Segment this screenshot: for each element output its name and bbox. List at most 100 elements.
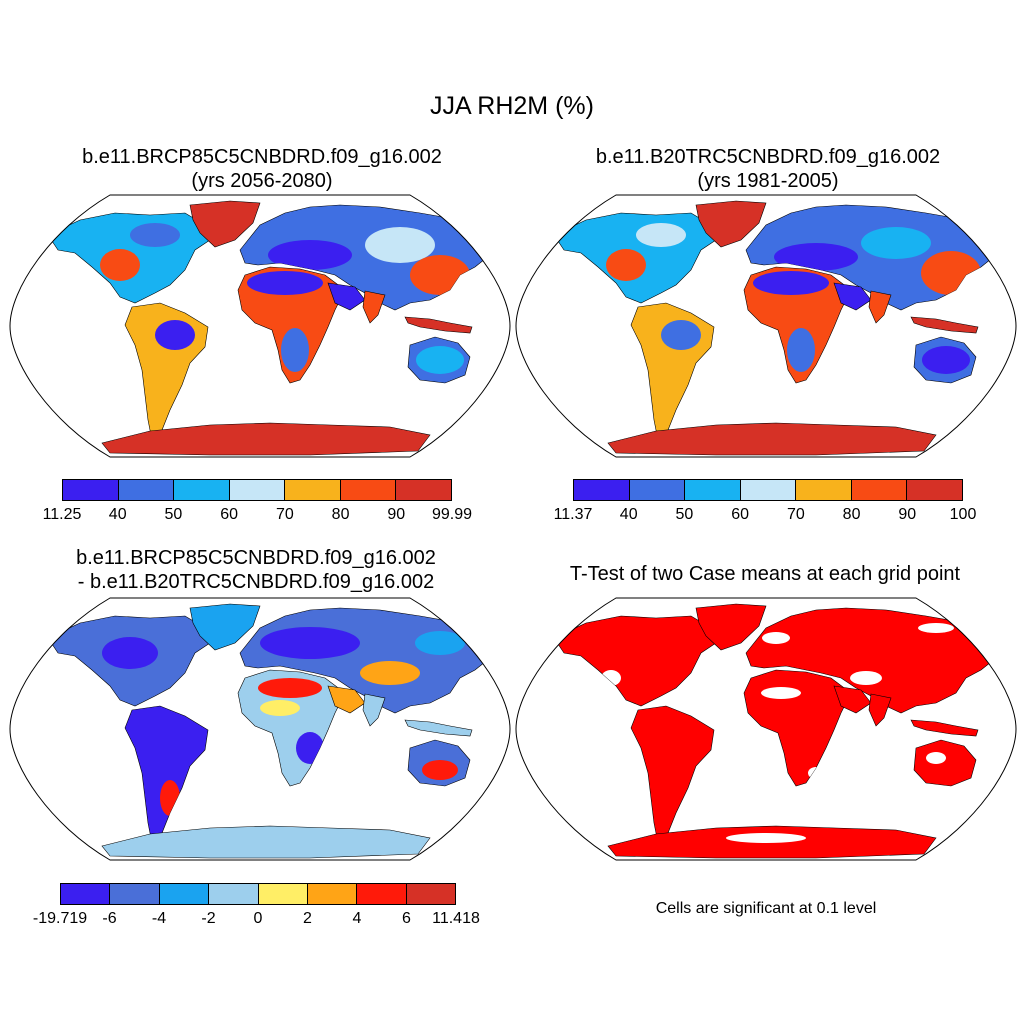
landmass-arabia [327, 282, 366, 311]
non-significant-region [918, 623, 954, 633]
panel-2-case-name: b.e11.B20TRC5CNBDRD.f09_g16.002 [595, 146, 941, 168]
colorbar-swatch [340, 480, 397, 500]
colorbar-swatch [796, 480, 852, 500]
non-significant-region [926, 752, 946, 764]
field-region [360, 661, 420, 685]
panel-3-case-a: b.e11.BRCP85C5CNBDRD.f09_g16.002 [76, 547, 436, 569]
field-region [787, 328, 815, 372]
field-region [102, 637, 158, 669]
colorbar-swatch [258, 884, 308, 904]
landmass-southAmerica [124, 705, 209, 844]
colorbar-tick-label: 70 [786, 506, 805, 523]
landmass-greenland [695, 603, 767, 651]
map-panel-4 [515, 597, 1017, 861]
colorbar-panel-1 [62, 479, 452, 501]
non-significant-region [761, 687, 801, 699]
landmass-greenland [189, 200, 261, 248]
landmass-antarctica [607, 422, 937, 456]
panel-2-years: (yrs 1981-2005) [697, 170, 839, 192]
landmass-southAmerica [630, 705, 715, 844]
non-significant-region [850, 671, 882, 685]
colorbar-swatch [110, 884, 160, 904]
colorbar-swatch [307, 884, 358, 904]
colorbar-swatch [685, 480, 741, 500]
colorbar-tick-label: 90 [898, 506, 917, 523]
landmass-antarctica [101, 422, 431, 456]
field-region [260, 700, 300, 716]
colorbar-tick-label: 100 [949, 506, 977, 523]
colorbar-tick-label: -2 [201, 910, 216, 927]
landmass-africa [743, 266, 852, 384]
colorbar-swatch [851, 480, 908, 500]
colorbar-tick-label: 99.99 [431, 506, 473, 523]
landmass-arabia [833, 685, 872, 714]
colorbar-panel-1-labels: 11.25 40 50 60 70 80 90 99.99 [43, 506, 472, 526]
colorbar-swatch [740, 480, 797, 500]
landmass-eurasia [745, 607, 997, 714]
colorbar-tick-label: -6 [102, 910, 117, 927]
panel-3-title: b.e11.BRCP85C5CNBDRD.f09_g16.002 - b.e11… [6, 546, 506, 594]
colorbar-swatch [285, 480, 341, 500]
landmass-indonesia [910, 316, 979, 334]
colorbar-swatch [907, 480, 963, 500]
colorbar-tick-label: 0 [253, 910, 263, 927]
colorbar-panel-2-labels: 11.37 40 50 60 70 80 90 100 [554, 506, 977, 526]
panel-2-title: b.e11.B20TRC5CNBDRD.f09_g16.002 (yrs 198… [518, 145, 1018, 193]
map-outline [9, 194, 511, 458]
landmass-africa [237, 669, 346, 787]
field-region [774, 243, 858, 271]
colorbar-tick-label: 60 [731, 506, 750, 523]
field-region [258, 678, 322, 698]
non-significant-region [726, 833, 806, 843]
colorbar-tick-label: 70 [275, 506, 294, 523]
colorbar-swatch [357, 884, 407, 904]
colorbar-swatch [61, 884, 111, 904]
map-panel-3 [9, 597, 511, 861]
colorbar-swatch [574, 480, 630, 500]
landmass-antarctica [101, 825, 431, 859]
colorbar-tick-label: 50 [675, 506, 694, 523]
colorbar-swatch [118, 480, 175, 500]
colorbar-swatch [209, 884, 259, 904]
significance-note: Cells are significant at 0.1 level [655, 900, 877, 917]
colorbar-tick-label: 90 [387, 506, 406, 523]
field-region [155, 320, 195, 350]
field-region [416, 346, 464, 374]
field-region [410, 255, 470, 295]
colorbar-tick-label: -4 [151, 910, 167, 927]
map-panel-2 [515, 194, 1017, 458]
panel-3-case-b: - b.e11.B20TRC5CNBDRD.f09_g16.002 [77, 571, 435, 593]
colorbar-swatch [406, 884, 455, 904]
colorbar-swatch [229, 480, 286, 500]
colorbar-tick-label: 11.37 [553, 506, 593, 523]
colorbar-tick-label: 11.25 [42, 506, 82, 523]
field-region [606, 249, 646, 281]
field-region [268, 240, 352, 270]
colorbar-swatch [629, 480, 686, 500]
colorbar-tick-label: 50 [164, 506, 183, 523]
landmass-india [362, 290, 386, 324]
landmass-africa [237, 266, 346, 384]
colorbar-tick-label: 40 [108, 506, 127, 523]
field-region [281, 328, 309, 372]
colorbar-tick-label: -19.719 [32, 910, 88, 927]
field-region [753, 271, 829, 295]
colorbar-swatch [159, 884, 210, 904]
field-region [861, 227, 931, 259]
field-region [415, 631, 465, 655]
colorbar-tick-label: 4 [352, 910, 362, 927]
panel-1-case-name: b.e11.BRCP85C5CNBDRD.f09_g16.002 [82, 146, 442, 168]
map-outline [515, 194, 1017, 458]
panel-1-years: (yrs 2056-2080) [191, 170, 333, 192]
landmass-india [868, 290, 892, 324]
field-region [422, 760, 458, 780]
map-outline [9, 597, 511, 861]
field-region [921, 251, 981, 295]
field-region [160, 780, 180, 816]
field-region [100, 249, 140, 281]
landmass-australia [913, 739, 977, 787]
colorbar-tick-label: 80 [842, 506, 861, 523]
field-region [365, 227, 435, 263]
field-region [260, 627, 360, 659]
colorbar-tick-label: 11.418 [432, 910, 480, 927]
